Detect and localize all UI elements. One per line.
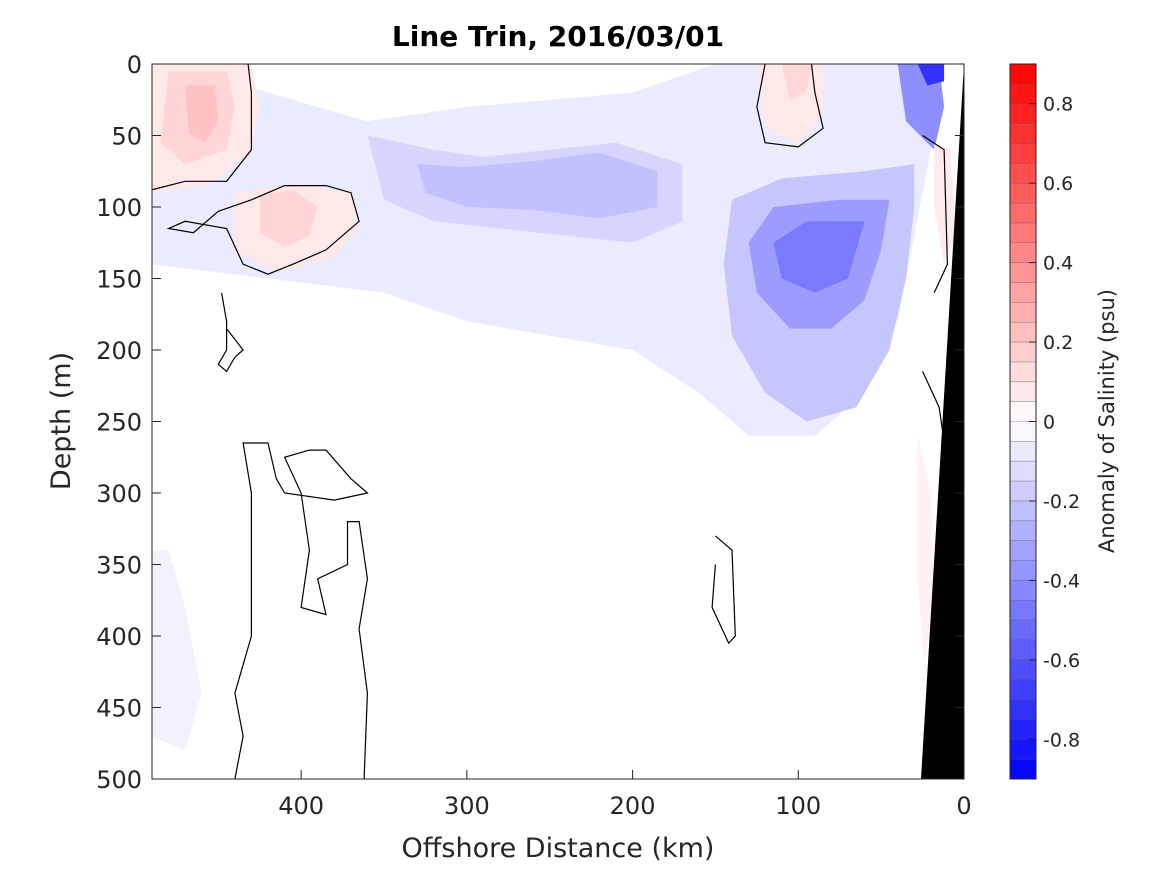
- salty-lens-side: [334, 192, 355, 225]
- colorbar-level: [1010, 143, 1036, 164]
- colorbar-level: [1010, 441, 1036, 462]
- plot-area: [152, 64, 964, 779]
- colorbar-level: [1010, 203, 1036, 224]
- colorbar-level: [1010, 659, 1036, 681]
- colorbar-level: [1010, 600, 1036, 621]
- colorbar-tick-label: 0.6: [1043, 173, 1073, 195]
- y-tick-label: 300: [96, 480, 142, 508]
- fresh-deep-patch: [152, 550, 202, 751]
- colorbar-level: [1010, 699, 1036, 720]
- y-tick-label: 450: [96, 695, 142, 723]
- colorbar-level: [1010, 282, 1036, 303]
- colorbar-level: [1010, 461, 1036, 482]
- seafloor-land-mask: [921, 64, 964, 779]
- y-tick-label: 0: [127, 51, 142, 79]
- coastal-fresh-layer: [897, 64, 945, 150]
- zero-contour-line-1: [152, 64, 252, 191]
- salty-deep-sliver: [917, 435, 935, 665]
- colorbar-tick-label: -0.6: [1043, 650, 1080, 672]
- y-tick-label: 400: [96, 623, 142, 651]
- colorbar-level: [1010, 222, 1036, 244]
- colorbar-level: [1010, 560, 1036, 581]
- colorbar-level: [1010, 103, 1036, 124]
- colorbar-title: Anomaly of Salinity (psu): [1095, 289, 1119, 553]
- y-tick-label: 500: [96, 766, 142, 794]
- colorbar-level: [1010, 322, 1036, 343]
- y-tick-label: 350: [96, 552, 142, 580]
- colorbar-tick-label: 0.4: [1043, 253, 1073, 275]
- colorbar-level: [1010, 421, 1036, 442]
- colorbar-level: [1010, 401, 1036, 422]
- y-tick-label: 150: [96, 266, 142, 294]
- colorbar-tick-label: 0.8: [1043, 94, 1073, 116]
- x-axis-title: Offshore Distance (km): [402, 833, 715, 864]
- x-tick-label: 0: [956, 792, 971, 820]
- zero-contour-line-2: [756, 64, 824, 148]
- chart-title: Line Trin, 2016/03/01: [392, 20, 724, 53]
- zero-contour-line-5: [234, 442, 369, 779]
- colorbar-level: [1010, 759, 1036, 780]
- colorbar-level: [1010, 739, 1036, 760]
- colorbar-level: [1010, 540, 1036, 561]
- salty-lens-inner: [259, 189, 318, 247]
- colorbar-level: [1010, 520, 1036, 542]
- y-tick-label: 200: [96, 337, 142, 365]
- y-tick-label: 50: [111, 123, 142, 151]
- colorbar-tick-label: 0.2: [1043, 332, 1073, 354]
- colorbar-level: [1010, 342, 1036, 363]
- salty-slope-sliver: [934, 142, 956, 265]
- colorbar-level: [1010, 620, 1036, 641]
- zero-contour-line-7: [922, 135, 949, 294]
- colorbar-level: [1010, 163, 1036, 184]
- colorbar-tick-label: -0.2: [1043, 491, 1080, 513]
- colorbar-level: [1010, 64, 1036, 85]
- zero-contour-line-3: [166, 185, 360, 275]
- colorbar-level: [1010, 381, 1036, 403]
- y-tick-label: 100: [96, 194, 142, 222]
- fresh-core-layer-2: [417, 152, 658, 219]
- x-tick-label: 200: [610, 792, 656, 820]
- zero-contour-line-4: [217, 292, 244, 373]
- colorbar-level: [1010, 183, 1036, 204]
- y-axis-title: Depth (m): [46, 352, 77, 490]
- colorbar-tick-label: -0.4: [1043, 570, 1080, 592]
- coastal-fresh-core: [917, 64, 945, 86]
- colorbar-level: [1010, 262, 1036, 283]
- colorbar-level: [1010, 361, 1036, 383]
- colorbar: -0.8 -0.6 -0.4 -0.2 0 0.2 0.4 0.6 0.8: [1009, 63, 1080, 780]
- colorbar-level: [1010, 679, 1036, 700]
- colorbar-tick-label: -0.8: [1043, 729, 1080, 751]
- x-tick-label: 100: [775, 792, 821, 820]
- x-tick-label: 400: [278, 792, 324, 820]
- colorbar-level: [1010, 639, 1036, 661]
- colorbar-level: [1010, 719, 1036, 740]
- y-tick-label: 250: [96, 409, 142, 437]
- colorbar-level: [1010, 500, 1036, 522]
- colorbar-level: [1010, 481, 1036, 502]
- subsurface-fresh-core: [773, 221, 865, 293]
- colorbar-level: [1010, 83, 1036, 105]
- colorbar-level: [1010, 302, 1036, 323]
- zero-contour-line-6: [711, 535, 736, 645]
- salty-surface-core: [185, 85, 219, 143]
- colorbar-level: [1010, 242, 1036, 264]
- salty-coastal-inner: [781, 64, 812, 100]
- x-tick-label: 300: [444, 792, 490, 820]
- colorbar-tick-label: 0: [1043, 412, 1055, 434]
- colorbar-level: [1010, 123, 1036, 144]
- colorbar-level: [1010, 580, 1036, 601]
